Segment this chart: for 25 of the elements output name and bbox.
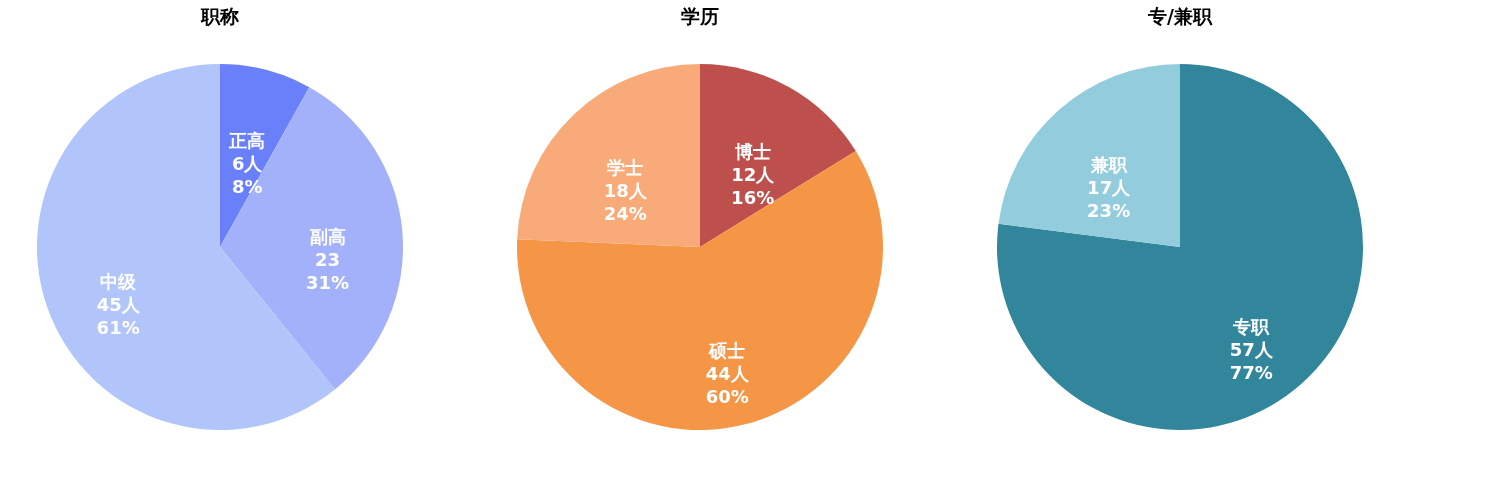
- slice-label: 中级: [100, 270, 138, 292]
- data-label: 6人 8%: [231, 153, 264, 198]
- slice-label: 正高: [228, 130, 266, 152]
- slice-label: 硕士: [708, 339, 746, 361]
- slice-label: 学士: [607, 157, 644, 179]
- data-label: 23 31%: [306, 248, 350, 293]
- pie-slice: [997, 64, 1363, 430]
- pie-slice: [220, 87, 403, 390]
- chart-title: 学历: [681, 5, 719, 27]
- slice-label: 专职: [1232, 316, 1271, 338]
- pie-slice: [700, 64, 856, 247]
- data-label: 17人 23%: [1087, 176, 1132, 221]
- data-label: 12人 16%: [731, 163, 776, 208]
- slice-label: 副高: [309, 225, 346, 247]
- slice-label: 博士: [733, 140, 771, 162]
- slice-label: 兼职: [1089, 153, 1128, 175]
- data-label: 57人 77%: [1229, 339, 1274, 384]
- pie-slice: [517, 64, 700, 247]
- pie-slice: [998, 64, 1180, 247]
- data-label: 18人 24%: [603, 180, 648, 225]
- pie-slice: [220, 64, 310, 247]
- chart-title: 职称: [200, 5, 239, 27]
- data-label: 44人 60%: [705, 362, 750, 407]
- chart-title: 专/兼职: [1147, 5, 1213, 27]
- data-label: 45人 61%: [96, 293, 141, 338]
